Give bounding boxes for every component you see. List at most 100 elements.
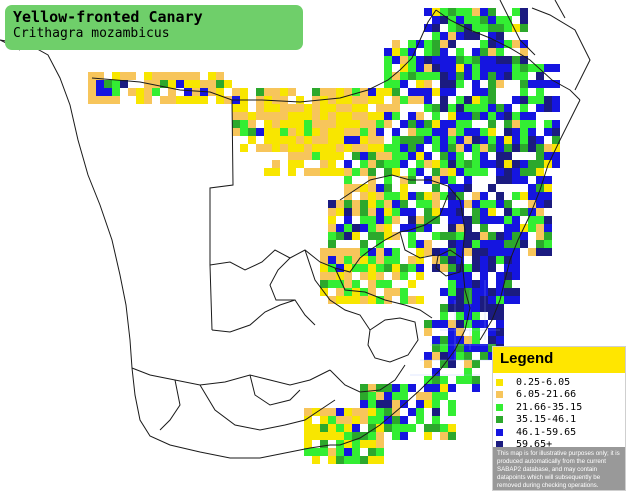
map-cell <box>512 128 520 136</box>
map-cell <box>536 176 544 184</box>
map-cell <box>408 64 416 72</box>
map-cell <box>320 440 328 448</box>
map-cell <box>504 128 512 136</box>
map-cell <box>424 80 432 88</box>
map-cell <box>336 296 344 304</box>
map-cell <box>448 432 456 440</box>
map-cell <box>272 128 280 136</box>
legend-item: 6.05-21.66 <box>495 389 625 402</box>
legend-item: 35.15-46.1 <box>495 414 625 427</box>
map-cell <box>384 120 392 128</box>
map-cell <box>432 192 440 200</box>
map-cell <box>408 112 416 120</box>
map-cell <box>352 280 360 288</box>
map-cell <box>392 200 400 208</box>
map-cell <box>360 400 368 408</box>
map-cell <box>424 360 432 368</box>
map-cell <box>456 96 464 104</box>
map-cell <box>360 240 368 248</box>
map-cell <box>448 240 456 248</box>
map-cell <box>144 96 152 104</box>
map-cell <box>288 136 296 144</box>
map-cell <box>416 56 424 64</box>
map-cell <box>496 272 504 280</box>
map-cell <box>368 440 376 448</box>
map-cell <box>504 160 512 168</box>
map-cell <box>416 168 424 176</box>
map-cell <box>472 24 480 32</box>
map-cell <box>480 112 488 120</box>
legend-item: 59.65+ <box>495 439 625 452</box>
map-cell <box>344 432 352 440</box>
map-cell <box>480 160 488 168</box>
map-cell <box>336 144 344 152</box>
map-cell <box>464 224 472 232</box>
map-cell <box>320 256 328 264</box>
map-cell <box>544 176 552 184</box>
map-cell <box>224 96 232 104</box>
map-cell <box>424 160 432 168</box>
legend-swatch <box>496 378 503 386</box>
map-cell <box>440 136 448 144</box>
map-cell <box>464 368 472 376</box>
map-cell <box>456 328 464 336</box>
map-cell <box>288 112 296 120</box>
map-cell <box>488 208 496 216</box>
map-cell <box>312 144 320 152</box>
map-cell <box>448 264 456 272</box>
map-cell <box>432 416 440 424</box>
map-cell <box>440 64 448 72</box>
map-cell <box>536 104 544 112</box>
map-cell <box>384 392 392 400</box>
map-cell <box>376 416 384 424</box>
map-cell <box>448 408 456 416</box>
map-cell <box>496 288 504 296</box>
map-cell <box>464 160 472 168</box>
map-cell <box>456 312 464 320</box>
map-cell <box>272 112 280 120</box>
map-cell <box>488 96 496 104</box>
map-cell <box>424 48 432 56</box>
map-cell <box>536 216 544 224</box>
map-cell <box>424 224 432 232</box>
map-cell <box>344 408 352 416</box>
map-cell <box>416 240 424 248</box>
map-cell <box>336 272 344 280</box>
map-cell <box>512 264 520 272</box>
map-cell <box>520 128 528 136</box>
map-cell <box>360 144 368 152</box>
map-cell <box>464 168 472 176</box>
map-cell <box>480 272 488 280</box>
map-cell <box>536 160 544 168</box>
map-cell <box>368 248 376 256</box>
map-cell <box>400 432 408 440</box>
map-cell <box>528 200 536 208</box>
map-cell <box>480 288 488 296</box>
map-cell <box>464 344 472 352</box>
map-cell <box>344 440 352 448</box>
map-cell <box>392 256 400 264</box>
map-cell <box>272 144 280 152</box>
map-cell <box>464 376 472 384</box>
map-cell <box>504 56 512 64</box>
map-cell <box>480 136 488 144</box>
map-cell <box>464 24 472 32</box>
map-cell <box>160 72 168 80</box>
map-cell <box>480 232 488 240</box>
map-cell <box>392 72 400 80</box>
map-cell <box>376 208 384 216</box>
map-cell <box>344 208 352 216</box>
map-cell <box>200 96 208 104</box>
map-cell <box>368 120 376 128</box>
map-cell <box>288 120 296 128</box>
map-cell <box>392 232 400 240</box>
map-cell <box>504 72 512 80</box>
map-cell <box>480 40 488 48</box>
map-cell <box>360 168 368 176</box>
map-cell <box>168 96 176 104</box>
map-cell <box>456 184 464 192</box>
map-cell <box>376 456 384 464</box>
map-cell <box>400 392 408 400</box>
map-cell <box>520 136 528 144</box>
map-cell <box>352 144 360 152</box>
